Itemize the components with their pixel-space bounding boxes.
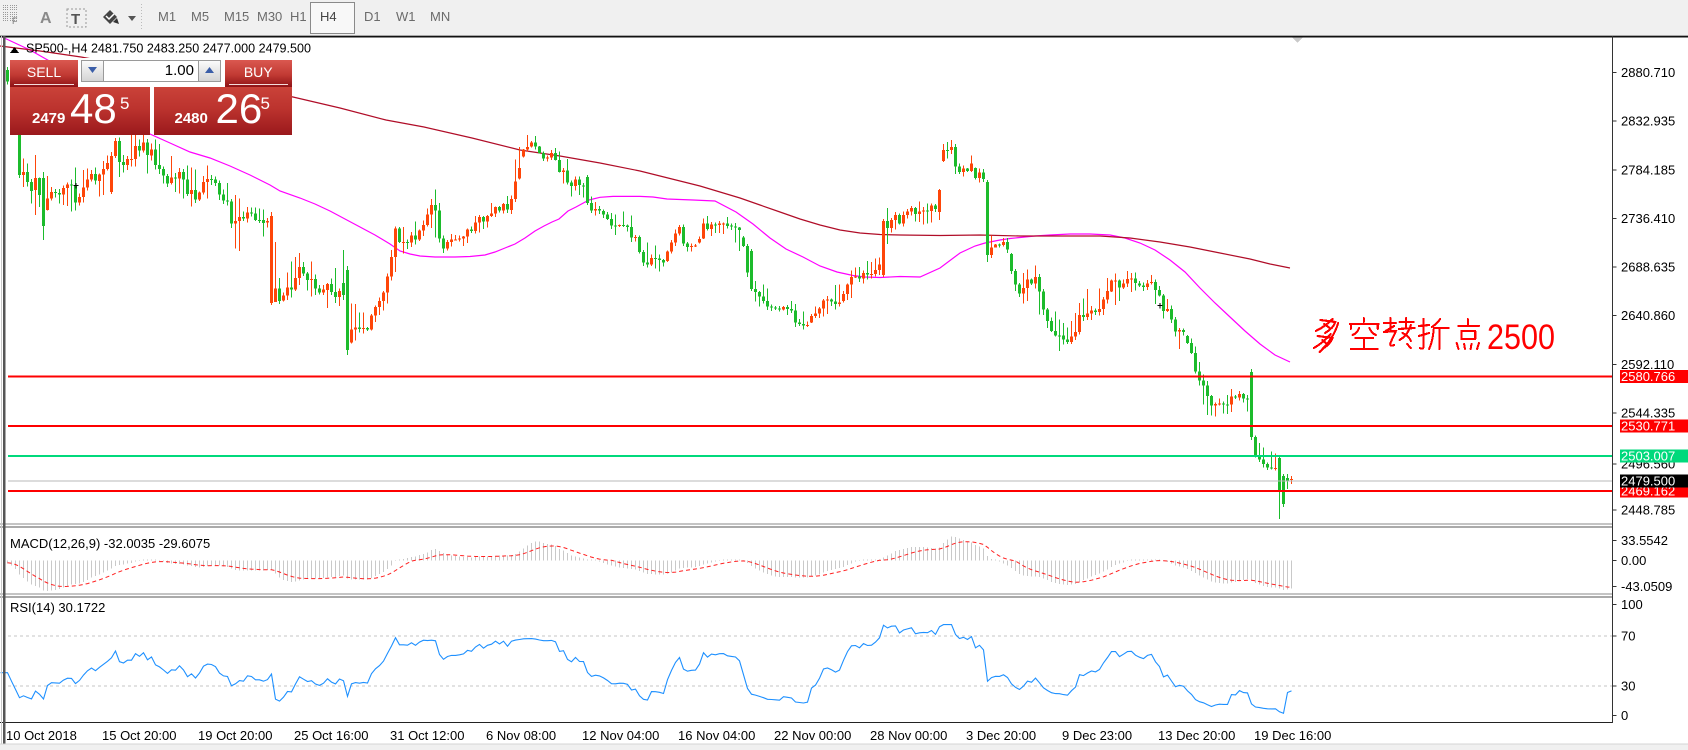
svg-text:2832.935: 2832.935	[1621, 113, 1675, 128]
svg-text:25 Oct 16:00: 25 Oct 16:00	[294, 728, 368, 743]
svg-text:2479.500: 2479.500	[1621, 474, 1675, 489]
svg-text:6 Nov 08:00: 6 Nov 08:00	[486, 728, 556, 743]
svg-text:2688.635: 2688.635	[1621, 260, 1675, 275]
svg-text:100: 100	[1621, 597, 1643, 612]
svg-text:A: A	[40, 10, 52, 27]
svg-text:9 Dec 23:00: 9 Dec 23:00	[1062, 728, 1132, 743]
svg-text:2736.410: 2736.410	[1621, 211, 1675, 226]
svg-text:2530.771: 2530.771	[1621, 419, 1675, 434]
svg-text:2640.860: 2640.860	[1621, 308, 1675, 323]
svg-text:2580.766: 2580.766	[1621, 369, 1675, 384]
svg-text:T: T	[71, 11, 80, 28]
svg-text:19 Dec 16:00: 19 Dec 16:00	[1254, 728, 1331, 743]
svg-text:MACD(12,26,9) -32.0035 -29.607: MACD(12,26,9) -32.0035 -29.6075	[10, 536, 210, 551]
svg-text:2503.007: 2503.007	[1621, 449, 1675, 464]
svg-text:F: F	[12, 16, 18, 26]
svg-text:28 Nov 00:00: 28 Nov 00:00	[870, 728, 947, 743]
svg-text:30: 30	[1621, 678, 1635, 693]
svg-text:0.00: 0.00	[1621, 553, 1646, 568]
svg-text:2592.110: 2592.110	[1621, 357, 1674, 372]
svg-text:2880.710: 2880.710	[1621, 65, 1675, 80]
svg-text:19 Oct 20:00: 19 Oct 20:00	[198, 728, 272, 743]
svg-text:13 Dec 20:00: 13 Dec 20:00	[1158, 728, 1235, 743]
svg-text:SP500-,H4 2481.750 2483.250 2: SP500-,H4 2481.750 2483.250 2477.000 247…	[26, 41, 311, 56]
svg-text:70: 70	[1621, 629, 1635, 644]
svg-text:15 Oct 20:00: 15 Oct 20:00	[102, 728, 176, 743]
svg-text:2544.335: 2544.335	[1621, 406, 1675, 421]
svg-text:31 Oct 12:00: 31 Oct 12:00	[390, 728, 464, 743]
svg-text:-43.0509: -43.0509	[1621, 579, 1672, 594]
svg-text:33.5542: 33.5542	[1621, 533, 1668, 548]
svg-text:16 Nov 04:00: 16 Nov 04:00	[678, 728, 755, 743]
svg-text:RSI(14) 30.1722: RSI(14) 30.1722	[10, 600, 105, 615]
svg-text:12 Nov 04:00: 12 Nov 04:00	[582, 728, 659, 743]
svg-text:2500: 2500	[1487, 318, 1555, 357]
svg-text:3 Dec 20:00: 3 Dec 20:00	[966, 728, 1036, 743]
svg-text:0: 0	[1621, 708, 1628, 723]
svg-text:2784.185: 2784.185	[1621, 163, 1675, 178]
svg-text:2448.785: 2448.785	[1621, 502, 1675, 517]
svg-text:10 Oct 2018: 10 Oct 2018	[6, 728, 77, 743]
svg-text:22 Nov 00:00: 22 Nov 00:00	[774, 728, 851, 743]
